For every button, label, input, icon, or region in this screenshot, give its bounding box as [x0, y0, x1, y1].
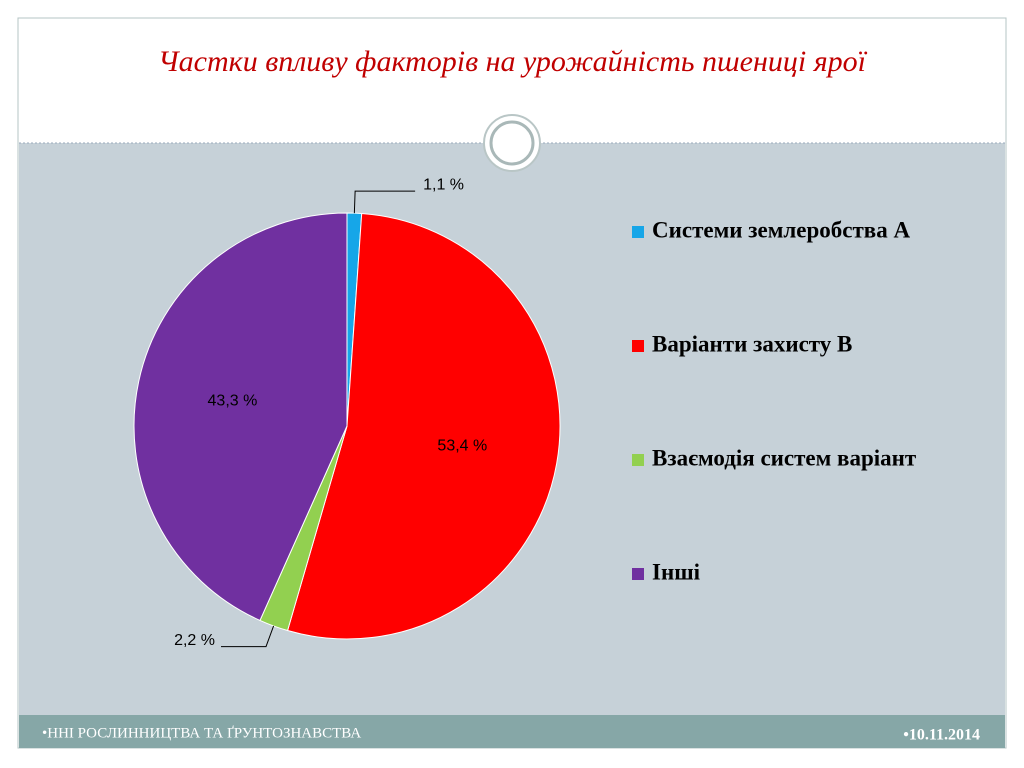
pie-slice: [286, 212, 561, 640]
legend-swatch: [632, 226, 644, 238]
ornament: [489, 120, 535, 166]
legend-swatch: [632, 454, 644, 466]
legend-swatch: [632, 340, 644, 352]
leader-line: [353, 190, 416, 214]
legend-swatch: [632, 568, 644, 580]
data-label: 53,4 %: [437, 438, 487, 455]
legend-label: Інші: [652, 559, 701, 584]
pie-slice: [133, 212, 348, 622]
leader-line: [221, 625, 275, 648]
slide-title: Частки впливу факторів на урожайність пш…: [158, 45, 868, 78]
legend-label: Взаємодія систем варіант: [652, 445, 917, 470]
legend-label: Варіанти захисту В: [652, 331, 852, 356]
data-label: 2,2 %: [174, 632, 215, 649]
data-label: 1,1 %: [423, 176, 464, 193]
legend-label: Системи землеробства А: [652, 217, 910, 242]
footer-right: •10.11.2014: [903, 727, 980, 744]
data-label: 43,3 %: [208, 393, 258, 410]
footer-bar: [19, 715, 1005, 748]
footer-left: •ННІ РОСЛИННИЦТВА ТА ҐРУНТОЗНАВСТВА: [42, 725, 361, 741]
